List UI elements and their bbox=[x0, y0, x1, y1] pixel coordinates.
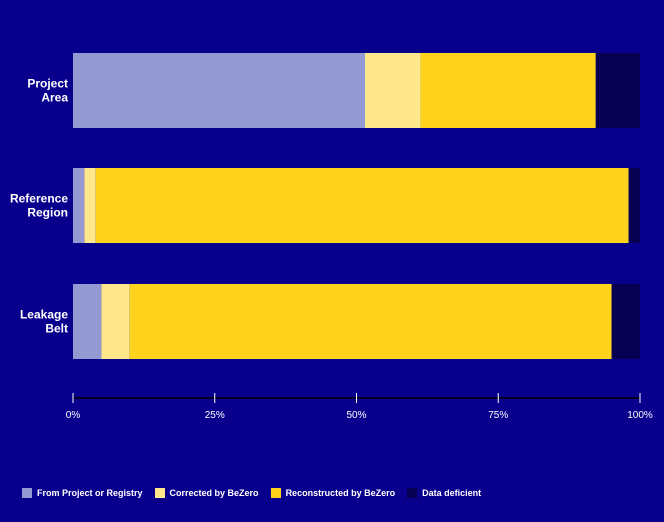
x-tick-label: 0% bbox=[66, 410, 81, 421]
bar-segment bbox=[73, 168, 85, 243]
legend-swatch bbox=[270, 488, 281, 498]
category-label: Project bbox=[27, 77, 68, 91]
chart-legend: From Project or Registry Corrected by BeZ… bbox=[22, 488, 481, 498]
category-label: Reference bbox=[10, 192, 68, 206]
x-tick-label: 25% bbox=[205, 410, 225, 421]
legend-label: From Project or Registry bbox=[37, 488, 143, 498]
legend-item: From Project or Registry bbox=[22, 488, 143, 498]
x-tick-label: 75% bbox=[488, 410, 508, 421]
legend-swatch bbox=[407, 488, 418, 498]
legend-label: Corrected by BeZero bbox=[169, 488, 259, 498]
legend-item: Data deficient bbox=[407, 488, 481, 498]
legend-item: Corrected by BeZero bbox=[154, 488, 259, 498]
bar-segment bbox=[95, 168, 629, 243]
legend-label: Reconstructed by BeZero bbox=[285, 488, 396, 498]
bar-segment bbox=[628, 168, 640, 243]
legend-swatch bbox=[22, 488, 32, 498]
bar-segment bbox=[365, 53, 421, 128]
bar-segment bbox=[101, 284, 130, 359]
bar-segment bbox=[73, 53, 366, 128]
legend-label: Data deficient bbox=[422, 488, 482, 498]
category-label: Area bbox=[41, 91, 68, 105]
category-label: Leakage bbox=[20, 308, 68, 322]
bar-segment bbox=[595, 53, 640, 128]
category-label: Region bbox=[27, 206, 68, 220]
category-label: Belt bbox=[45, 322, 68, 336]
legend-item: Reconstructed by BeZero bbox=[270, 488, 396, 498]
bar-segment bbox=[84, 168, 96, 243]
bar-segment bbox=[129, 284, 612, 359]
x-tick-label: 50% bbox=[346, 410, 366, 421]
bar-segment bbox=[420, 53, 596, 128]
legend-swatch bbox=[154, 488, 165, 498]
x-tick-label: 100% bbox=[627, 410, 653, 421]
bar-segment bbox=[73, 284, 102, 359]
bar-segment bbox=[611, 284, 640, 359]
